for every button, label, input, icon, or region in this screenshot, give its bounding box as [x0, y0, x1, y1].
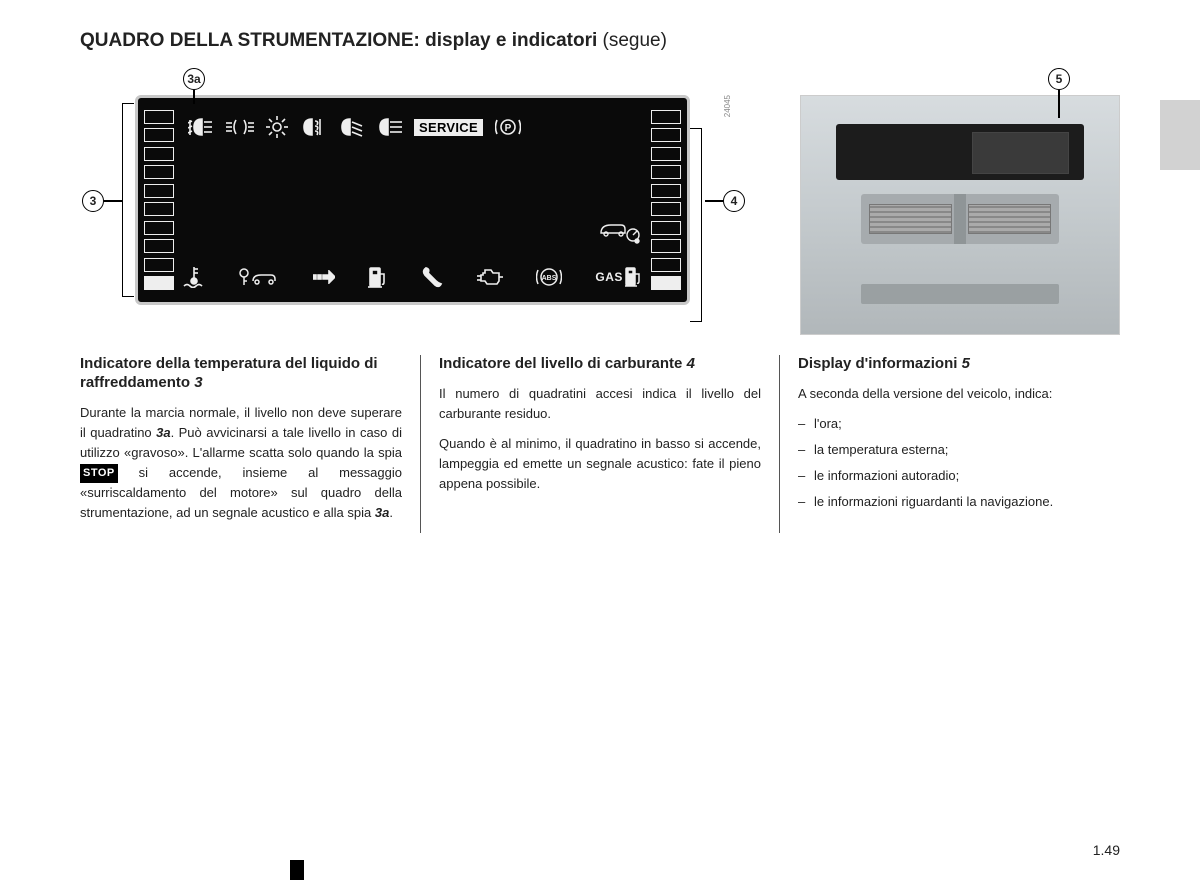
col2-p1: Il numero di quadratini accesi indica il…	[439, 384, 761, 424]
col3-list: l'ora; la temperatura esterna; le informaz…	[798, 414, 1120, 513]
warning-icons-top: SERVICE P	[182, 110, 643, 144]
figure-info-display: 32717 5	[800, 70, 1120, 335]
column-fuel: Indicatore del livello di carburante 4 I…	[439, 355, 761, 533]
list-item: le informazioni autoradio;	[798, 466, 1120, 486]
direction-arrow-icon	[313, 270, 335, 284]
parking-brake-icon: P	[495, 116, 521, 138]
column-coolant: Indicatore della temperatura del liquido…	[80, 355, 402, 533]
warning-icons-bottom: ABS GAS	[182, 266, 643, 288]
gauge-segment	[144, 147, 174, 161]
gauge-segment	[144, 184, 174, 198]
gauge-segment	[651, 184, 681, 198]
bracket-right	[690, 128, 702, 322]
svg-text:ABS: ABS	[542, 275, 557, 282]
section-tab	[1160, 100, 1200, 170]
gas-fuel-icon: GAS	[595, 267, 643, 287]
col1-text: Durante la marcia normale, il livello no…	[80, 403, 402, 524]
page-title: QUADRO DELLA STRUMENTAZIONE: display e i…	[80, 30, 1120, 52]
column-divider	[779, 355, 780, 533]
wrench-icon	[421, 266, 443, 288]
callout-3a: 3a	[183, 68, 205, 90]
callout-4: 4	[723, 190, 745, 212]
stop-badge: STOP	[80, 464, 118, 483]
gauge-segment	[144, 221, 174, 235]
check-engine-icon	[477, 267, 503, 287]
col3-intro: A seconda della versione del veicolo, in…	[798, 384, 1120, 404]
callout-3: 3	[82, 190, 104, 212]
figure-dashboard: 24045 3a 3 4	[80, 70, 730, 335]
gauge-segment	[144, 202, 174, 216]
gauge-segment	[144, 128, 174, 142]
fuel-pump-icon	[368, 266, 388, 288]
gauge-segment	[651, 258, 681, 272]
list-item: la temperatura esterna;	[798, 440, 1120, 460]
dashboard-photo	[800, 95, 1120, 335]
gauge-segment	[144, 258, 174, 272]
high-beam-icon	[376, 117, 402, 137]
service-badge: SERVICE	[414, 119, 483, 136]
sidelights-icon	[226, 117, 254, 137]
footer-mark	[290, 860, 304, 880]
abs-icon: ABS	[536, 266, 562, 288]
rear-fog-icon	[188, 117, 214, 137]
gauge-segment	[651, 165, 681, 179]
title-main: QUADRO DELLA STRUMENTAZIONE: display e i…	[80, 30, 597, 51]
column-divider	[420, 355, 421, 533]
gauge-segment	[651, 128, 681, 142]
key-car-icon	[239, 267, 279, 287]
gauge-segment	[651, 221, 681, 235]
title-cont: (segue)	[603, 30, 667, 51]
low-beam-icon	[338, 117, 364, 137]
fuel-gauge	[651, 106, 681, 294]
gauge-segment	[144, 276, 174, 290]
gauge-segment	[651, 202, 681, 216]
callout-5: 5	[1048, 68, 1070, 90]
col3-heading: Display d'informazioni 5	[798, 355, 1120, 374]
gauge-segment	[651, 147, 681, 161]
light-sensor-icon	[266, 116, 288, 138]
bracket-left	[122, 103, 134, 297]
coolant-gauge	[144, 106, 174, 294]
col2-p2: Quando è al minimo, il quadratino in bas…	[439, 434, 761, 494]
page-number: 1.49	[1093, 842, 1120, 858]
column-display: Display d'informazioni 5 A seconda della…	[798, 355, 1120, 533]
list-item: le informazioni riguardanti la navigazio…	[798, 492, 1120, 512]
col1-heading: Indicatore della temperatura del liquido…	[80, 355, 402, 393]
gauge-segment	[144, 165, 174, 179]
gauge-segment	[651, 110, 681, 124]
svg-text:P: P	[505, 123, 512, 134]
front-fog-icon	[300, 117, 326, 137]
gauge-segment	[651, 276, 681, 290]
list-item: l'ora;	[798, 414, 1120, 434]
gauge-segment	[651, 239, 681, 253]
col2-heading: Indicatore del livello di carburante 4	[439, 355, 761, 374]
gauge-segment	[144, 239, 174, 253]
coolant-temp-icon	[182, 266, 206, 288]
dashboard-panel: SERVICE P	[135, 95, 690, 305]
cruise-control-icon	[597, 217, 641, 250]
gauge-segment	[144, 110, 174, 124]
image-ref: 24045	[723, 95, 732, 117]
